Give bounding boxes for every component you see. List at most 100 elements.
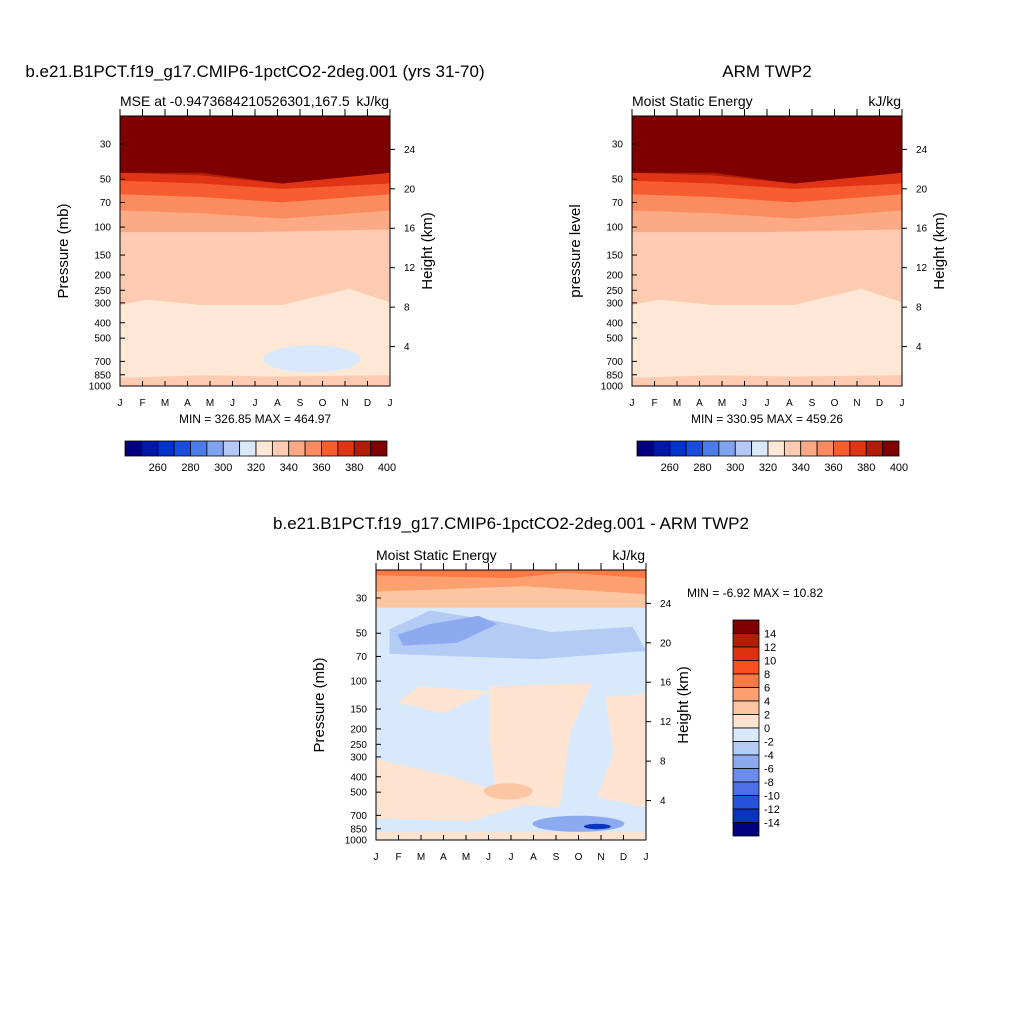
x-tick-label: S xyxy=(809,398,816,409)
x-tick-label: M xyxy=(673,398,681,409)
x-tick-label: J xyxy=(118,398,123,409)
y-tick-label: 50 xyxy=(612,175,624,186)
chart-title: b.e21.B1PCT.f19_g17.CMIP6-1pctCO2-2deg.0… xyxy=(273,514,749,533)
colorbar-tick-label: 10 xyxy=(764,656,776,668)
x-tick-label: M xyxy=(417,852,425,863)
colorbar-tick-label: -6 xyxy=(764,764,774,776)
y-tick-label: 1000 xyxy=(601,382,624,393)
colorbar-tick-label: 2 xyxy=(764,710,770,722)
y-tick-label: 850 xyxy=(350,824,367,835)
colorbar-swatch xyxy=(800,440,818,457)
y-tick-label: 400 xyxy=(606,318,623,329)
right-tick-label: 20 xyxy=(916,184,928,195)
colorbar-tick-label: -4 xyxy=(764,750,774,762)
colorbar-tick-label: 380 xyxy=(345,462,363,474)
colorbar-tick-label: 360 xyxy=(824,462,842,474)
x-tick-label: N xyxy=(341,398,348,409)
colorbar-swatch xyxy=(732,687,760,702)
colorbar-swatch xyxy=(865,440,884,457)
colorbar-swatch xyxy=(702,440,720,457)
colorbar-swatch xyxy=(732,727,760,742)
colorbar-tick-label: 320 xyxy=(247,462,265,474)
colorbar-swatch xyxy=(732,741,760,756)
contour-band xyxy=(597,694,646,808)
y-axis-right-title: Height (km) xyxy=(931,212,948,290)
panel-arm-twp2-mse: ARM TWP2 Moist Static Energy kJ/kg 30 50 70 10… xyxy=(567,62,948,474)
chart-title: ARM TWP2 xyxy=(722,62,811,81)
colorbar-swatch xyxy=(767,440,785,457)
colorbar-tick-label: 260 xyxy=(149,462,167,474)
x-tick-label: N xyxy=(853,398,860,409)
left-string: Moist Static Energy xyxy=(632,93,753,109)
colorbar-swatch xyxy=(271,440,290,457)
contour-band xyxy=(397,615,498,646)
right-tick-label: 24 xyxy=(404,145,416,156)
colorbar-tick-label: 360 xyxy=(312,462,330,474)
colorbar-swatch xyxy=(239,440,257,457)
contour-band xyxy=(489,683,592,808)
y-tick-label: 30 xyxy=(356,593,368,604)
colorbar-swatch xyxy=(124,440,142,457)
colorbar-swatch xyxy=(732,646,760,661)
right-tick-label: 4 xyxy=(660,796,666,807)
colorbar-tick-label: -12 xyxy=(764,804,780,816)
colorbar-swatch xyxy=(816,440,834,457)
right-tick-label: 4 xyxy=(916,342,922,353)
x-tick-label: S xyxy=(553,852,560,863)
colorbar-swatch xyxy=(732,768,760,783)
y-tick-label: 200 xyxy=(94,270,111,281)
colorbar-swatch xyxy=(255,440,273,457)
colorbar-tick-label: 4 xyxy=(764,696,770,708)
min-max-stats: MIN = 330.95 MAX = 459.26 xyxy=(691,412,843,426)
x-tick-label: J xyxy=(644,852,649,863)
x-tick-label: J xyxy=(388,398,393,409)
colorbar-swatch xyxy=(669,440,687,457)
colorbar-tick-label: 8 xyxy=(764,669,770,681)
min-max-stats: MIN = 326.85 MAX = 464.97 xyxy=(179,412,331,426)
colorbar-swatch xyxy=(732,633,760,648)
colorbar-swatch xyxy=(652,440,671,457)
y-tick-label: 300 xyxy=(606,298,623,309)
y-tick-label: 100 xyxy=(350,677,367,688)
x-tick-label: A xyxy=(786,398,793,409)
x-tick-label: D xyxy=(876,398,883,409)
x-tick-label: D xyxy=(364,398,371,409)
y-tick-label: 400 xyxy=(94,318,111,329)
y-axis-right-title: Height (km) xyxy=(419,212,436,290)
colorbar-swatch xyxy=(636,440,654,457)
colorbar-swatch xyxy=(732,808,760,823)
colorbar-swatch xyxy=(304,440,322,457)
x-tick-label: J xyxy=(374,852,379,863)
colorbar-swatch xyxy=(833,440,851,457)
contour-band-low xyxy=(532,815,625,832)
y-tick-label: 70 xyxy=(612,198,624,209)
y-tick-label: 300 xyxy=(350,752,367,763)
colorbar-swatch xyxy=(353,440,372,457)
colorbar-tick-label: 400 xyxy=(890,462,908,474)
units-label: kJ/kg xyxy=(868,93,901,109)
y-tick-label: 400 xyxy=(350,772,367,783)
colorbar-tick-label: -10 xyxy=(764,791,780,803)
x-tick-label: N xyxy=(597,852,604,863)
x-tick-label: M xyxy=(161,398,169,409)
colorbar-swatch xyxy=(173,440,191,457)
y-axis-right-title: Height (km) xyxy=(675,666,692,744)
y-tick-label: 850 xyxy=(94,370,111,381)
contour-band-top xyxy=(376,570,646,579)
contour-fill xyxy=(632,116,902,386)
y-tick-label: 300 xyxy=(94,298,111,309)
y-tick-label: 200 xyxy=(606,270,623,281)
x-tick-label: S xyxy=(297,398,304,409)
colorbar-tick-label: 14 xyxy=(764,629,776,641)
contour-band-low xyxy=(263,345,361,373)
colorbar-swatch xyxy=(732,781,760,796)
colorbar-swatch xyxy=(140,440,159,457)
right-tick-label: 24 xyxy=(916,145,928,156)
x-tick-label: A xyxy=(440,852,447,863)
colorbar-swatch xyxy=(783,440,802,457)
colorbar-swatch xyxy=(732,795,760,810)
colorbar-swatch xyxy=(732,673,760,688)
x-tick-label: F xyxy=(395,852,401,863)
units-label: kJ/kg xyxy=(612,547,645,563)
